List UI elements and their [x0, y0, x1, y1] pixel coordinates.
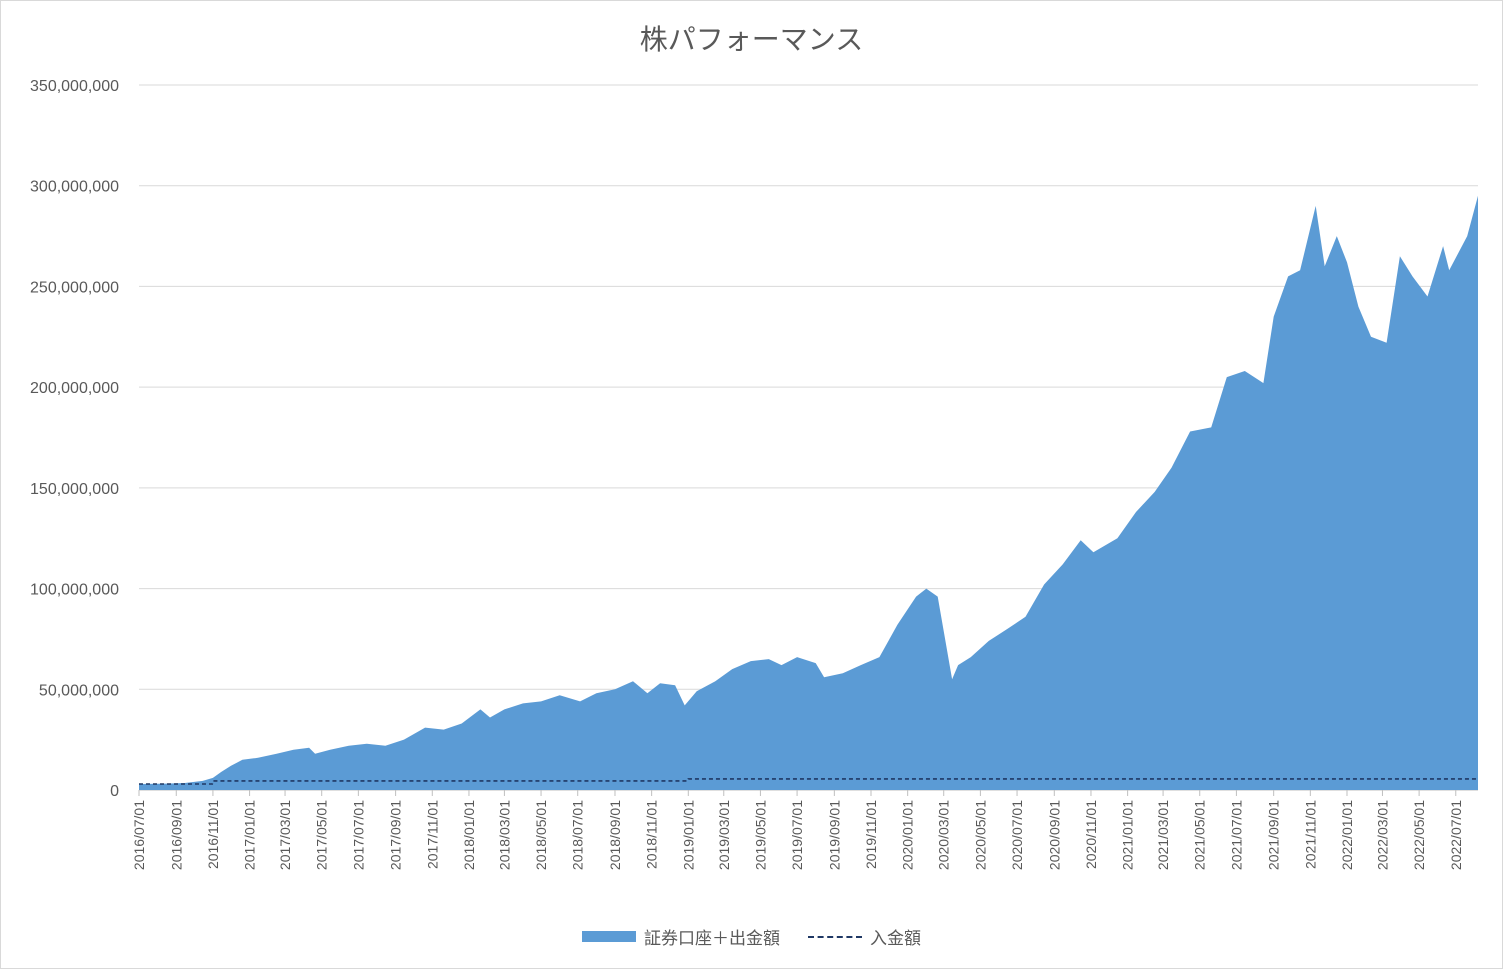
x-tick-label: 2016/07/01	[131, 800, 147, 870]
x-tick-label: 2018/07/01	[570, 800, 586, 870]
chart-title: 株パフォーマンス	[639, 23, 864, 56]
x-tick-label: 2017/01/01	[242, 800, 258, 870]
y-tick-label: 350,000,000	[30, 78, 119, 95]
legend-swatch-area	[582, 931, 636, 942]
x-tick-label: 2018/03/01	[496, 800, 512, 870]
y-tick-label: 0	[110, 783, 119, 800]
y-tick-label: 250,000,000	[30, 279, 119, 296]
x-axis: 2016/07/01 2016/09/01 2016/11/01 2017/01/01…	[131, 790, 1464, 870]
y-tick-label: 300,000,000	[30, 179, 119, 196]
legend-label-area: 証券口座＋出金額	[644, 929, 780, 949]
area-layer	[139, 195, 1478, 791]
x-tick-label: 2020/11/01	[1083, 800, 1099, 869]
x-tick-label: 2017/11/01	[424, 800, 440, 869]
x-tick-label: 2020/03/01	[936, 800, 952, 870]
legend-label-line: 入金額	[870, 929, 921, 949]
y-tick-label: 50,000,000	[39, 682, 119, 699]
x-tick-label: 2019/01/01	[680, 800, 696, 870]
y-tick-label: 150,000,000	[30, 481, 119, 498]
y-tick-label: 100,000,000	[30, 582, 119, 599]
x-tick-label: 2016/11/01	[205, 800, 221, 869]
x-tick-label: 2022/05/01	[1411, 800, 1427, 870]
x-tick-label: 2022/01/01	[1339, 800, 1355, 870]
x-tick-label: 2021/05/01	[1192, 800, 1208, 870]
x-tick-label: 2021/11/01	[1302, 800, 1318, 869]
x-tick-label: 2019/07/01	[789, 800, 805, 870]
x-tick-label: 2022/03/01	[1374, 800, 1390, 870]
x-tick-label: 2019/11/01	[863, 800, 879, 869]
x-tick-label: 2021/09/01	[1266, 800, 1282, 870]
x-tick-label: 2021/01/01	[1120, 800, 1136, 870]
x-tick-label: 2018/01/01	[461, 800, 477, 870]
x-tick-label: 2018/11/01	[644, 800, 660, 869]
legend: 証券口座＋出金額 入金額	[0, 924, 1503, 949]
x-tick-label: 2019/09/01	[826, 800, 842, 870]
x-tick-label: 2022/07/01	[1448, 800, 1464, 870]
x-tick-label: 2019/05/01	[752, 800, 768, 870]
x-tick-label: 2021/03/01	[1155, 800, 1171, 870]
x-tick-label: 2018/05/01	[533, 800, 549, 870]
x-tick-label: 2020/09/01	[1046, 800, 1062, 870]
legend-swatch-line	[808, 935, 862, 938]
legend-item-line: 入金額	[808, 924, 921, 949]
x-tick-label: 2018/09/01	[607, 800, 623, 870]
y-axis: 0 50,000,000 100,000,000 150,000,000 200,000…	[30, 78, 119, 800]
x-tick-label: 2019/03/01	[716, 800, 732, 870]
x-tick-label: 2020/07/01	[1009, 800, 1025, 870]
y-tick-label: 200,000,000	[30, 380, 119, 397]
x-tick-label: 2017/03/01	[277, 800, 293, 870]
x-tick-label: 2016/09/01	[168, 800, 184, 870]
x-tick-label: 2017/05/01	[314, 800, 330, 870]
x-tick-label: 2017/09/01	[388, 800, 404, 870]
area-series-account	[139, 195, 1478, 791]
x-tick-label: 2020/05/01	[972, 800, 988, 870]
legend-item-area: 証券口座＋出金額	[582, 924, 780, 949]
x-tick-label: 2017/07/01	[350, 800, 366, 870]
x-tick-label: 2021/07/01	[1228, 800, 1244, 870]
x-tick-label: 2020/01/01	[900, 800, 916, 870]
